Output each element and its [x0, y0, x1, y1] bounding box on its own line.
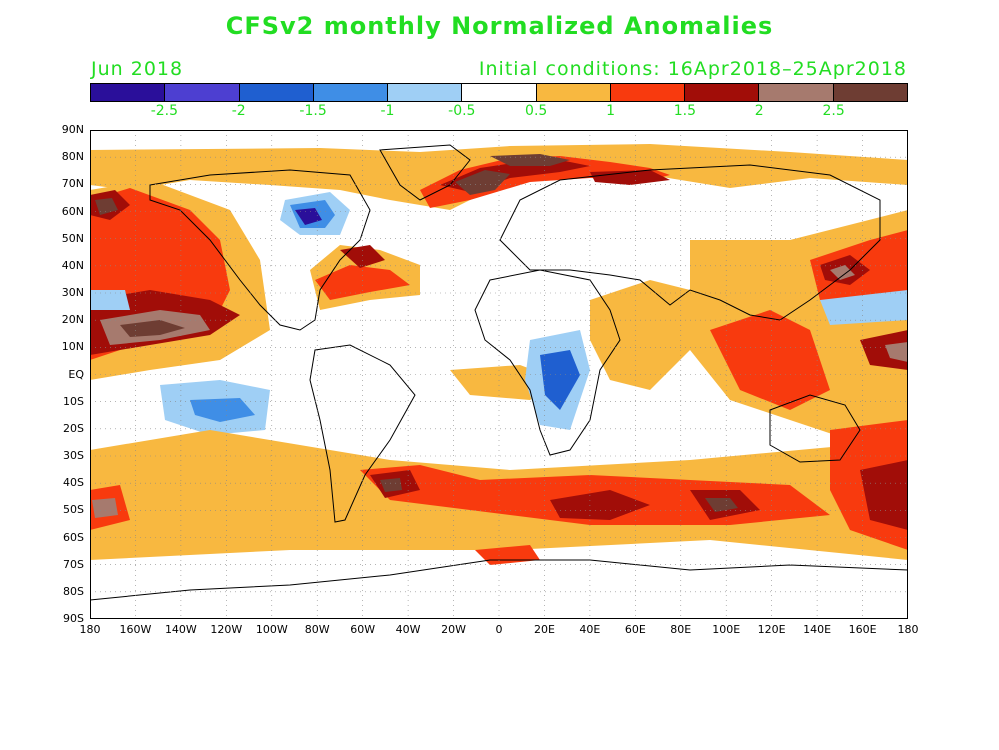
- longitude-label: 140E: [803, 623, 832, 636]
- colorbar-cell: [165, 84, 240, 101]
- colorbar-cell: [313, 84, 389, 101]
- colorbar-tick-label: 2.5: [822, 103, 845, 119]
- longitude-label: 180: [79, 623, 101, 636]
- longitude-label: 160W: [119, 623, 152, 636]
- anomaly-region-central-pacific-east: [860, 330, 908, 370]
- colorbar-tick-label: -2.5: [150, 103, 179, 119]
- anomaly-region-pacific-core-dark: [120, 320, 185, 337]
- colorbar-cell: [610, 84, 686, 101]
- colorbar: [90, 83, 908, 102]
- longitude-label: 160E: [848, 623, 877, 636]
- colorbar-cell: [536, 84, 611, 101]
- anomaly-region-south-indian: [550, 490, 650, 520]
- longitude-label: 40E: [579, 623, 601, 636]
- latitude-label: 50N: [61, 231, 84, 245]
- colorbar-cell: [239, 84, 314, 101]
- anomaly-region-hudson-bay-core: [295, 208, 322, 225]
- longitude-label: 80W: [304, 623, 330, 636]
- coastline-africa: [474, 269, 621, 456]
- colorbar-tick-label: -1: [380, 103, 395, 119]
- longitude-label: 180: [897, 623, 919, 636]
- colorbar-tick-label: -0.5: [448, 103, 476, 119]
- coastlines: [90, 144, 908, 601]
- anomaly-fields: [90, 144, 908, 565]
- latitude-label: 40N: [61, 258, 84, 272]
- anomaly-region-laptev: [590, 170, 670, 185]
- longitude-label: 100W: [255, 623, 288, 636]
- anomaly-region-kuroshio-core: [830, 265, 855, 280]
- latitude-label: 20N: [61, 313, 84, 327]
- anomaly-region-maritime-continent: [710, 310, 830, 410]
- anomaly-map: [90, 130, 908, 619]
- anomaly-region-south-indian-core: [705, 498, 738, 512]
- longitude-label: 100E: [712, 623, 741, 636]
- latitude-label: 90N: [61, 123, 84, 136]
- colorbar-cell: [91, 84, 166, 101]
- coastline-greenland: [379, 144, 471, 201]
- colorbar-cell: [833, 84, 907, 101]
- anomaly-region-gulf-stream-strong: [315, 265, 410, 300]
- longitude-label: 20W: [441, 623, 466, 636]
- latitude-label: 30S: [63, 449, 84, 462]
- longitude-label: 60E: [624, 623, 646, 636]
- longitude-label: 120W: [210, 623, 243, 636]
- latitude-label: 20S: [63, 421, 84, 435]
- latitude-label: EQ: [68, 367, 84, 381]
- anomaly-region-arabian-sea: [590, 280, 690, 390]
- latitude-label: 60S: [63, 530, 84, 544]
- latitude-label: 70N: [61, 177, 84, 191]
- latitude-label: 90S: [63, 612, 84, 625]
- anomaly-region-nova-scotia: [340, 245, 385, 268]
- latitude-label: 60N: [61, 204, 84, 218]
- latitude-label: 10N: [61, 340, 84, 354]
- coastline-antarctica: [90, 559, 908, 601]
- colorbar-tick-label: 1.5: [673, 103, 697, 119]
- anomaly-region-east-africa-core: [540, 350, 580, 410]
- coastline-eurasia: [499, 164, 881, 321]
- colorbar-cell: [388, 84, 463, 101]
- colorbar-cell: [685, 84, 760, 101]
- colorbar-tick-label: -2: [231, 103, 246, 119]
- latitude-label: 30N: [61, 286, 84, 299]
- anomaly-region-southwest-pacific-strong: [860, 460, 908, 530]
- coastline-south-america: [309, 344, 416, 523]
- colorbar-cell: [462, 84, 537, 101]
- anomaly-region-southeast-pacific-core: [92, 498, 118, 518]
- latitude-label: 70S: [63, 557, 84, 571]
- initial-conditions-label: Initial conditions: 16Apr2018–25Apr2018: [478, 58, 907, 80]
- latitude-label: 10S: [63, 394, 84, 408]
- colorbar-tick-label: -1.5: [299, 103, 327, 119]
- longitude-label: 120E: [757, 623, 786, 636]
- anomaly-region-north-pacific-cool: [90, 290, 130, 310]
- colorbar-tick-label: 1: [606, 103, 615, 119]
- anomaly-region-subtropical-pacific-cool: [820, 290, 908, 325]
- map-title: CFSv2 monthly Normalized Anomalies: [225, 12, 774, 40]
- anomaly-region-south-pacific-core: [190, 398, 255, 422]
- longitude-label: 80E: [670, 623, 692, 636]
- anomaly-region-barents: [455, 170, 510, 195]
- forecast-month-label: Jun 2018: [91, 58, 184, 80]
- colorbar-tick-label: 2: [754, 103, 764, 119]
- longitude-label: 20E: [533, 623, 555, 636]
- anomaly-region-northwest-pacific-core: [95, 198, 118, 215]
- longitude-label: 140W: [164, 623, 197, 636]
- anomaly-region-south-atlantic-core: [380, 478, 402, 492]
- longitude-label: 40W: [395, 623, 421, 636]
- longitude-label: 0: [495, 623, 503, 636]
- latitude-label: 80N: [61, 150, 84, 164]
- latitude-label: 80S: [63, 584, 84, 598]
- longitude-label: 60W: [350, 623, 376, 636]
- latitude-label: 40S: [63, 476, 84, 490]
- map-frame: [90, 130, 908, 619]
- latitude-label: 50S: [63, 503, 84, 517]
- colorbar-tick-label: 0.5: [525, 103, 548, 119]
- colorbar-cell: [759, 84, 834, 101]
- anomaly-region-central-pacific-east-core: [885, 342, 908, 362]
- colorbar-tick-labels: -2.5 -2 -1.5 -1 -0.5 0.5 1 1.5 2 2.5: [0, 103, 999, 123]
- coastline-australia: [769, 394, 861, 463]
